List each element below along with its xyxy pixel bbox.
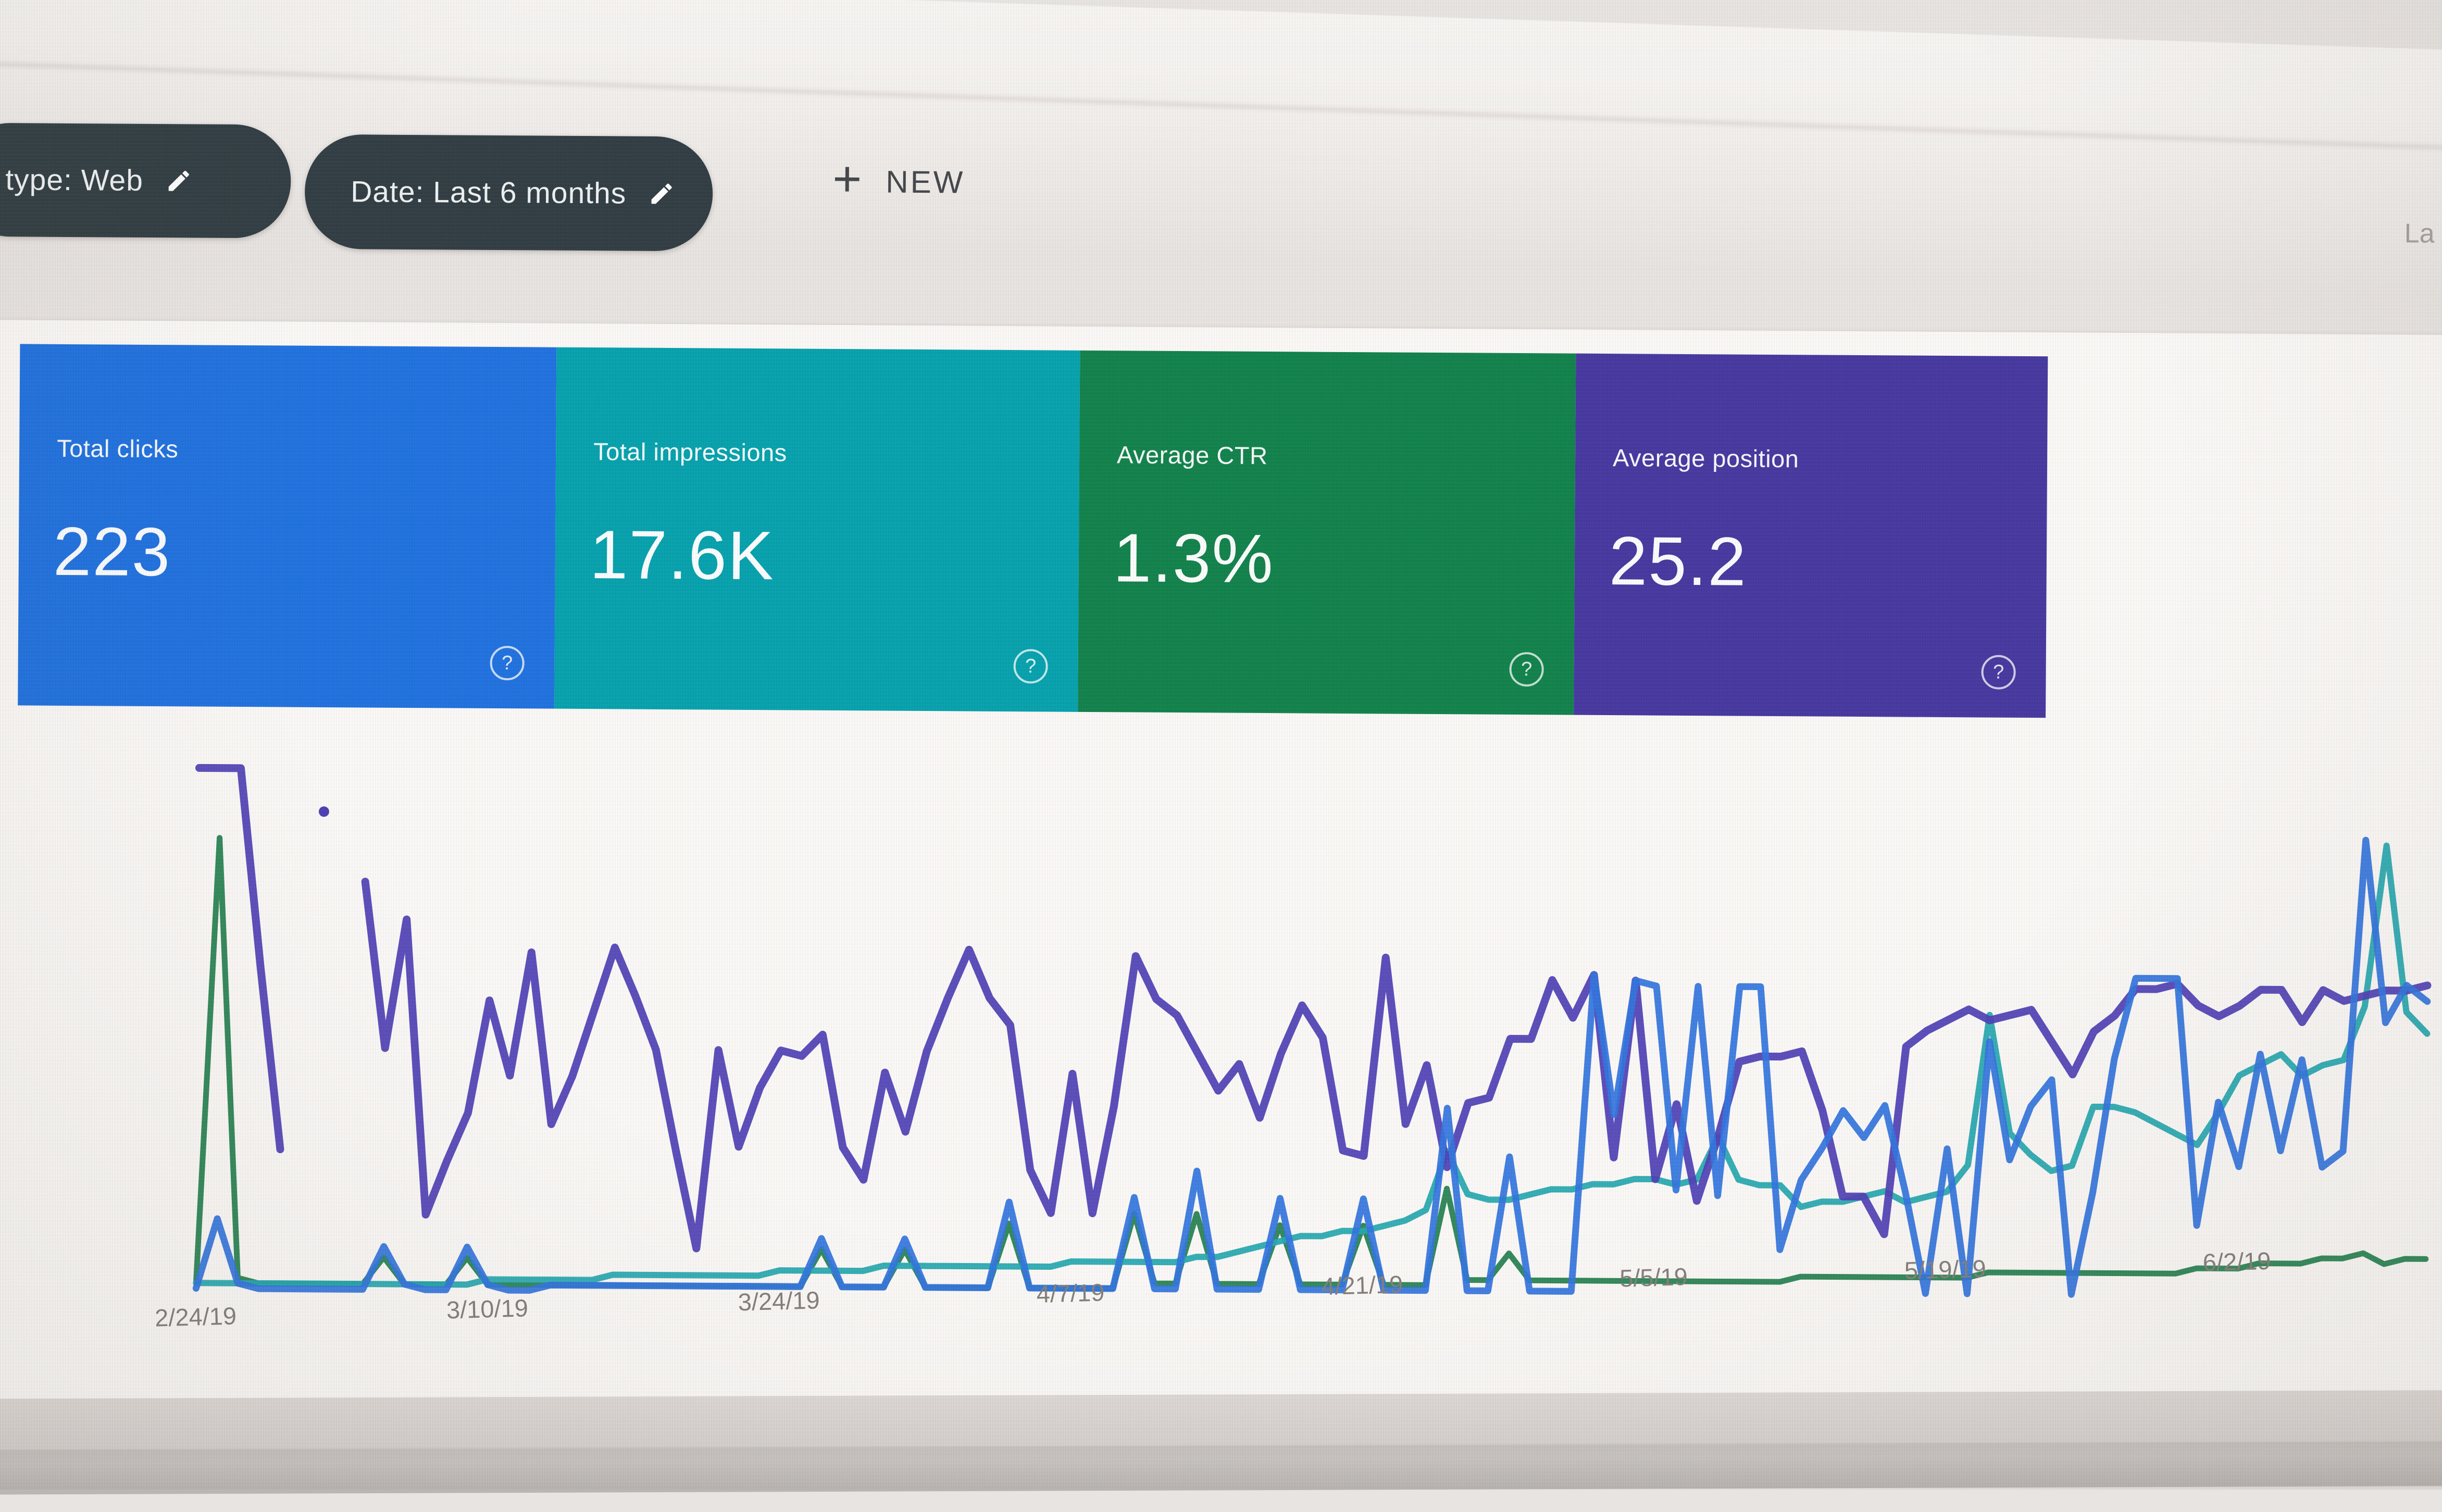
filter-chip-label: Date: Last 6 months [351, 174, 627, 210]
metric-label: Average CTR [1117, 440, 1268, 470]
metric-value: 1.3% [1113, 518, 1274, 598]
series-line-ctr [196, 838, 2428, 1296]
pencil-icon [648, 180, 675, 207]
metric-card-average-position[interactable]: Average position 25.2 ? [1574, 354, 2048, 718]
metric-label: Average position [1613, 443, 1799, 473]
help-icon[interactable]: ? [1013, 649, 1048, 683]
series-line-clicks [196, 827, 2428, 1302]
position-isolated-point [319, 806, 329, 817]
filter-chip-date-range[interactable]: Date: Last 6 months [305, 134, 713, 252]
metric-card-total-impressions[interactable]: Total impressions 17.6K ? [554, 347, 1080, 712]
metric-label: Total impressions [593, 437, 787, 467]
filter-chip-label: type: Web [5, 163, 143, 198]
last-updated-partial-text: La [2404, 218, 2435, 249]
metric-cards-row: Total clicks 223 ? Total impressions 17.… [18, 344, 2051, 718]
help-icon[interactable]: ? [490, 646, 524, 680]
metric-card-total-clicks[interactable]: Total clicks 223 ? [18, 344, 556, 708]
performance-line-chart[interactable] [0, 741, 2439, 1324]
new-filter-label: NEW [886, 159, 965, 200]
filter-chip-search-type[interactable]: type: Web [0, 123, 291, 239]
metric-card-average-ctr[interactable]: Average CTR 1.3% ? [1078, 351, 1576, 715]
metric-value: 223 [53, 512, 171, 591]
metric-label: Total clicks [57, 434, 179, 463]
metric-value: 17.6K [589, 515, 775, 595]
series-line-impressions [196, 832, 2428, 1296]
plus-icon: + [832, 154, 862, 204]
metric-value: 25.2 [1609, 521, 1747, 601]
help-icon[interactable]: ? [1509, 652, 1543, 686]
pencil-icon [165, 167, 192, 194]
help-icon[interactable]: ? [1981, 655, 2015, 689]
new-filter-button[interactable]: + NEW [832, 154, 965, 205]
